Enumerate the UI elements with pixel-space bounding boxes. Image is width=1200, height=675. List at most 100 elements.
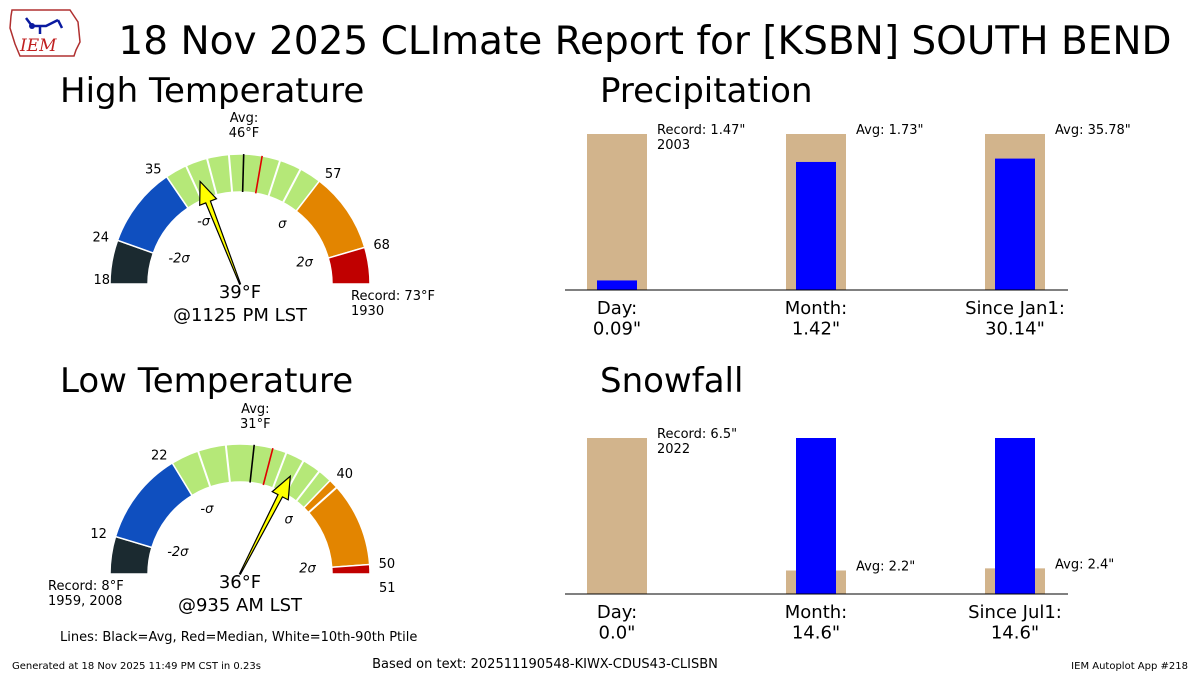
bar-annotation-line: Avg: 1.73": [856, 123, 924, 138]
gauge-sigma-label-line: -σ: [197, 214, 211, 229]
bar-observed: [995, 438, 1035, 594]
gauge-tick-label-line: 12: [90, 527, 107, 542]
gauge-record-label-line: Record: 73°F: [351, 289, 435, 304]
gauge-avg-label-line: Avg:: [230, 111, 258, 126]
bar-observed: [995, 158, 1035, 290]
gauge-tick-label: 50: [379, 557, 396, 572]
gauge-tick-label-line: 24: [93, 230, 110, 245]
gauge-band-red: [327, 246, 371, 285]
bar-chart-title: Snowfall: [600, 361, 743, 401]
percentile-line: [197, 450, 212, 488]
bar-annotation: Record: 1.47" 2003: [657, 123, 745, 153]
gauge-tick-label-line: 57: [325, 167, 342, 182]
gauge-observed-time: @1125 PM LST: [173, 305, 308, 326]
bar-annotation-line: Record: 1.47": [657, 123, 745, 138]
percentile-line: [282, 168, 302, 204]
gauge-sigma-label-line: -2σ: [167, 545, 189, 560]
bar-category-label-line: 0.09": [593, 319, 641, 340]
generated-text: Generated at 18 Nov 2025 11:49 PM CST in…: [12, 661, 261, 672]
gauge-title-line: High Temperature: [60, 71, 364, 111]
gauge-title: High Temperature: [60, 71, 364, 111]
bar-annotation: Avg: 35.78": [1055, 123, 1131, 138]
gauge-sigma-label-line: σ: [278, 217, 287, 232]
avg-line: [249, 444, 256, 483]
gauge-observed-time-line: @1125 PM LST: [173, 305, 308, 326]
gauge-avg-label-line: Avg:: [241, 402, 269, 417]
bar-category-label-line: 14.6": [792, 623, 840, 644]
median-line: [254, 155, 263, 194]
gauge-title-line: Low Temperature: [60, 361, 353, 401]
gauge-record-label-line: 1959, 2008: [48, 594, 122, 609]
median-line: [262, 448, 274, 486]
gauge-needle: [238, 474, 292, 576]
gauge-sigma-label: 2σ: [296, 256, 313, 271]
bar-category-label: Since Jul1: 14.6": [968, 602, 1062, 644]
gauge-tick-label: 18: [93, 273, 110, 288]
bar-category-label-line: Month:: [785, 602, 847, 623]
gauge-record-label: Record: 8°F 1959, 2008: [48, 579, 124, 609]
bar-category-label-line: Day:: [597, 298, 637, 319]
gauge-sigma-label-line: 2σ: [296, 256, 313, 271]
bar-reference: [587, 134, 647, 290]
gauge-tick-label: 22: [151, 448, 168, 463]
bar-category-label: Since Jan1: 30.14": [965, 298, 1065, 340]
gauge-observed-time: @935 AM LST: [178, 595, 303, 616]
legend-note: Lines: Black=Avg, Red=Median, White=10th…: [60, 630, 417, 645]
bar-observed: [796, 161, 836, 290]
bar-category-label-line: Month:: [785, 298, 847, 319]
bar-annotation-line: Avg: 35.78": [1055, 123, 1131, 138]
iem-logo-text: IEM: [19, 36, 57, 56]
gauge-sigma-label: -2σ: [168, 251, 190, 266]
bar-annotation: Record: 6.5" 2022: [657, 427, 737, 457]
bar-annotation: Avg: 2.4": [1055, 557, 1114, 572]
bar-annotation-line: 2003: [657, 138, 690, 153]
gauge-sigma-label: 2σ: [299, 561, 316, 576]
gauge-avg-label-line: 31°F: [240, 417, 271, 432]
gauge-title: Low Temperature: [60, 361, 353, 401]
gauge-record-label-line: Record: 8°F: [48, 579, 124, 594]
bar-category-label-line: 1.42": [792, 319, 840, 340]
snowfall-chart: Snowfall Record: 6.5" 2022 Day: 0.0" Avg: 2.2…: [565, 361, 1114, 644]
gauge-tick-label-line: 51: [379, 581, 396, 596]
gauge-tick-label-line: 35: [145, 162, 162, 177]
bar-observed: [597, 280, 637, 290]
gauge-tick-label: 35: [145, 162, 162, 177]
bar-annotation-line: Record: 6.5": [657, 427, 737, 442]
percentile-line: [271, 452, 288, 489]
gauge-sigma-label-line: σ: [284, 512, 293, 527]
bar-chart-title-line: Precipitation: [600, 71, 813, 111]
gauge-sigma-label: -2σ: [167, 545, 189, 560]
bar-chart-title: Precipitation: [600, 71, 813, 111]
bar-category-label-line: Day:: [597, 602, 637, 623]
bar-category-label-line: Since Jan1:: [965, 298, 1065, 319]
gauge-tick-label: 68: [373, 238, 390, 253]
gauge-needle: [199, 180, 242, 285]
high-temperature-gauge: High Temperature 18 24 35 57 68 -2σ -σ σ 2σ Avg: 46…: [60, 71, 435, 326]
gauge-observed-value: 36°F: [219, 572, 261, 593]
bar-annotation: Avg: 2.2": [856, 559, 915, 574]
gauge-tick-label: 57: [325, 167, 342, 182]
bar-observed: [796, 438, 836, 594]
bar-category-label-line: 30.14": [985, 319, 1045, 340]
bar-category-label-line: Since Jul1:: [968, 602, 1062, 623]
bar-annotation-line: 2022: [657, 442, 690, 457]
gauge-tick-label: 40: [336, 467, 353, 482]
gauge-sigma-label: -σ: [197, 214, 211, 229]
gauge-record-label: Record: 73°F 1930: [351, 289, 435, 319]
gauge-observed-value: 39°F: [219, 282, 261, 303]
bar-category-label-line: 0.0": [599, 623, 636, 644]
bar-category-label: Day: 0.0": [597, 602, 637, 644]
bar-category-label: Day: 0.09": [593, 298, 641, 340]
gauge-observed-value-line: 36°F: [219, 572, 261, 593]
gauge-tick-label-line: 22: [151, 448, 168, 463]
precipitation-chart: Precipitation Record: 1.47" 2003 Day: 0.09" A…: [565, 71, 1131, 340]
percentile-line: [307, 486, 338, 514]
gauge-avg-label-line: 46°F: [229, 126, 260, 141]
gauge-tick-label: 51: [379, 581, 396, 596]
gauge-tick-label-line: 50: [379, 557, 396, 572]
avg-line: [241, 154, 245, 193]
percentile-line: [295, 470, 321, 502]
gauge-observed-value-line: 39°F: [219, 282, 261, 303]
based-on-text: Based on text: 202511190548-KIWX-CDUS43-…: [372, 657, 718, 672]
